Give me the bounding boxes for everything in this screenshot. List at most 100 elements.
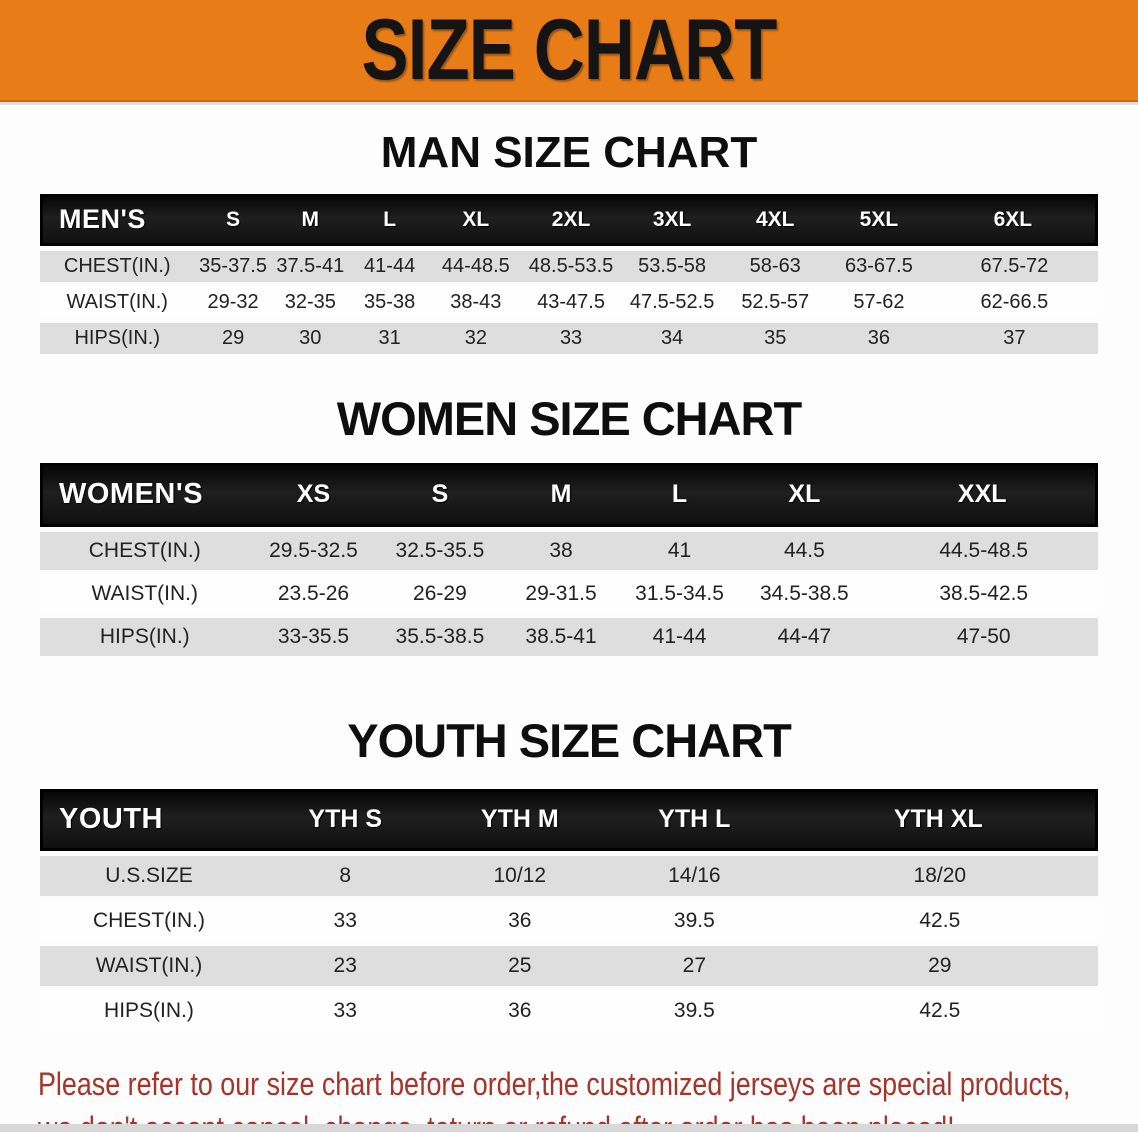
women-size-chart-title: WOMEN SIZE CHART xyxy=(336,391,802,445)
size-value-cell: 44-47 xyxy=(739,617,870,656)
women-measure-row: HIPS(IN.) 33-35.5 35.5-38.5 38.5-41 41-44 44-… xyxy=(40,617,1098,656)
size-value-cell: 58-63 xyxy=(723,250,828,282)
youth-header-row: YOUTH YTH S YTH M YTH L YTH XL xyxy=(40,788,1098,851)
size-value-cell: 32.5-35.5 xyxy=(377,531,503,570)
women-size-column: M xyxy=(502,462,620,527)
size-value-cell: 33 xyxy=(257,900,433,941)
measure-row-label: HIPS(IN.) xyxy=(40,990,258,1031)
size-value-cell: 14/16 xyxy=(607,855,782,896)
men-size-column: 4XL xyxy=(723,193,828,246)
youth-size-column: YTH M xyxy=(432,788,608,851)
size-value-cell: 38 xyxy=(502,531,620,570)
women-size-column: L xyxy=(619,462,740,527)
size-value-cell: 31 xyxy=(348,322,431,354)
size-value-cell: 63-67.5 xyxy=(827,250,931,282)
size-value-cell: 39.5 xyxy=(607,900,782,941)
size-value-cell: 44.5-48.5 xyxy=(869,531,1098,570)
size-value-cell: 57-62 xyxy=(827,286,931,318)
size-value-cell: 29-31.5 xyxy=(502,574,620,613)
size-value-cell: 37.5-41 xyxy=(271,250,349,282)
women-header-label: WOMEN'S xyxy=(40,462,250,527)
size-value-cell: 33-35.5 xyxy=(249,617,378,656)
size-value-cell: 53.5-58 xyxy=(620,250,724,282)
size-value-cell: 35-37.5 xyxy=(194,250,272,282)
men-measure-row: WAIST(IN.) 29-32 32-35 35-38 38-43 43-47.5 47.… xyxy=(40,286,1098,318)
size-value-cell: 35.5-38.5 xyxy=(377,617,503,656)
size-value-cell: 38.5-41 xyxy=(502,617,620,656)
men-size-column: 6XL xyxy=(930,193,1098,246)
size-value-cell: 27 xyxy=(607,945,782,986)
men-section: MAN SIZE CHART MEN'S S M L XL 2XL 3XL 4XL 5XL 6XL C… xyxy=(0,128,1138,359)
men-size-column: XL xyxy=(430,193,522,246)
men-size-column: L xyxy=(348,193,431,246)
measure-row-label: CHEST(IN.) xyxy=(40,531,250,570)
size-value-cell: 18/20 xyxy=(781,855,1098,896)
measure-row-label: WAIST(IN.) xyxy=(40,286,195,318)
size-value-cell: 30 xyxy=(271,322,349,354)
youth-section: YOUTH SIZE CHART YOUTH YTH S YTH M YTH L YTH … xyxy=(0,714,1138,1036)
youth-size-chart-title: YOUTH SIZE CHART xyxy=(347,713,792,767)
size-value-cell: 38-43 xyxy=(430,286,522,318)
men-header-label: MEN'S xyxy=(40,193,195,246)
size-value-cell: 41-44 xyxy=(619,617,740,656)
size-value-cell: 35 xyxy=(723,322,828,354)
size-value-cell: 34.5-38.5 xyxy=(739,574,870,613)
women-section: WOMEN SIZE CHART WOMEN'S XS S M L XL XXL CHEST(I… xyxy=(0,392,1138,661)
size-value-cell: 8 xyxy=(257,855,433,896)
men-size-column: 3XL xyxy=(620,193,724,246)
disclaimer-line-1: Please refer to our size chart before or… xyxy=(38,1065,1071,1102)
banner: SIZE CHART xyxy=(0,0,1138,102)
youth-size-column: YTH L xyxy=(607,788,782,851)
size-value-cell: 33 xyxy=(257,990,433,1031)
women-header-row: WOMEN'S XS S M L XL XXL xyxy=(40,462,1098,527)
size-value-cell: 43-47.5 xyxy=(521,286,621,318)
women-measure-row: CHEST(IN.) 29.5-32.5 32.5-35.5 38 41 44.5 44.5… xyxy=(40,531,1098,570)
size-value-cell: 35-38 xyxy=(348,286,431,318)
men-size-column: 2XL xyxy=(521,193,621,246)
youth-measure-row: U.S.SIZE 8 10/12 14/16 18/20 xyxy=(40,855,1098,896)
size-value-cell: 44-48.5 xyxy=(430,250,522,282)
youth-size-column: YTH S xyxy=(257,788,433,851)
measure-row-label: U.S.SIZE xyxy=(40,855,258,896)
size-value-cell: 44.5 xyxy=(739,531,870,570)
men-header-row: MEN'S S M L XL 2XL 3XL 4XL 5XL 6XL xyxy=(40,193,1098,246)
youth-measure-row: WAIST(IN.) 23 25 27 29 xyxy=(40,945,1098,986)
size-value-cell: 29 xyxy=(194,322,272,354)
size-value-cell: 32-35 xyxy=(271,286,349,318)
size-value-cell: 31.5-34.5 xyxy=(619,574,740,613)
women-size-column: XS xyxy=(249,462,378,527)
bottom-strip xyxy=(0,1124,1138,1132)
measure-row-label: WAIST(IN.) xyxy=(40,574,250,613)
men-size-table: MEN'S S M L XL 2XL 3XL 4XL 5XL 6XL CHEST(IN.) 35-37… xyxy=(40,189,1098,359)
measure-row-label: HIPS(IN.) xyxy=(40,322,195,354)
size-value-cell: 47-50 xyxy=(869,617,1098,656)
size-value-cell: 67.5-72 xyxy=(930,250,1098,282)
size-value-cell: 34 xyxy=(620,322,724,354)
men-size-column: 5XL xyxy=(827,193,931,246)
size-value-cell: 52.5-57 xyxy=(723,286,828,318)
size-value-cell: 26-29 xyxy=(377,574,503,613)
size-value-cell: 47.5-52.5 xyxy=(620,286,724,318)
measure-row-label: WAIST(IN.) xyxy=(40,945,258,986)
women-size-column: S xyxy=(377,462,503,527)
women-size-table: WOMEN'S XS S M L XL XXL CHEST(IN.) 29.5-32.5 32.5… xyxy=(40,458,1098,661)
size-value-cell: 38.5-42.5 xyxy=(869,574,1098,613)
youth-size-table: YOUTH YTH S YTH M YTH L YTH XL U.S.SIZE 8 10/12… xyxy=(40,784,1098,1036)
women-size-column: XL xyxy=(739,462,870,527)
size-value-cell: 10/12 xyxy=(432,855,608,896)
size-value-cell: 29-32 xyxy=(194,286,272,318)
size-value-cell: 29.5-32.5 xyxy=(249,531,378,570)
size-value-cell: 62-66.5 xyxy=(930,286,1098,318)
measure-row-label: CHEST(IN.) xyxy=(40,900,258,941)
measure-row-label: HIPS(IN.) xyxy=(40,617,250,656)
men-size-column: S xyxy=(194,193,272,246)
size-value-cell: 23.5-26 xyxy=(249,574,378,613)
size-value-cell: 23 xyxy=(257,945,433,986)
size-value-cell: 42.5 xyxy=(781,990,1098,1031)
banner-title: SIZE CHART xyxy=(361,2,778,98)
size-value-cell: 36 xyxy=(827,322,931,354)
disclaimer: Please refer to our size chart before or… xyxy=(0,1062,1138,1132)
youth-size-column: YTH XL xyxy=(781,788,1098,851)
size-value-cell: 42.5 xyxy=(781,900,1098,941)
